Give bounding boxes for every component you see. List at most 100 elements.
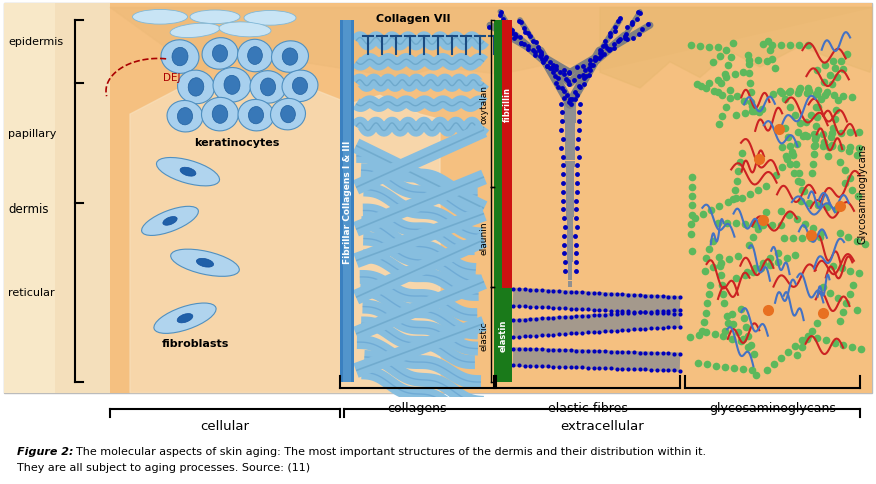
Ellipse shape <box>167 101 203 133</box>
Ellipse shape <box>202 39 238 70</box>
Ellipse shape <box>293 78 307 95</box>
Bar <box>565 155 575 161</box>
Ellipse shape <box>188 78 204 97</box>
Ellipse shape <box>196 259 214 268</box>
Text: They are all subject to aging processes. Source: (11): They are all subject to aging processes.… <box>17 462 310 472</box>
Ellipse shape <box>213 68 251 103</box>
Ellipse shape <box>212 106 228 124</box>
Bar <box>568 256 573 262</box>
Ellipse shape <box>250 72 286 104</box>
Bar <box>564 123 576 130</box>
Text: fibrillin: fibrillin <box>503 87 512 122</box>
Bar <box>567 205 574 212</box>
Text: epidermis: epidermis <box>8 37 63 47</box>
Ellipse shape <box>201 98 238 132</box>
Text: Figure 2:: Figure 2: <box>17 446 74 456</box>
Polygon shape <box>110 8 872 84</box>
Ellipse shape <box>154 303 216 333</box>
Ellipse shape <box>157 158 220 186</box>
Bar <box>568 249 573 256</box>
Bar <box>110 4 872 393</box>
Bar <box>564 105 576 111</box>
Ellipse shape <box>271 99 306 131</box>
Ellipse shape <box>260 79 276 97</box>
Text: elaunin: elaunin <box>479 221 489 255</box>
Ellipse shape <box>171 250 239 277</box>
Bar <box>567 218 574 224</box>
Ellipse shape <box>178 108 193 125</box>
Bar <box>567 243 573 249</box>
Bar <box>565 142 575 149</box>
Bar <box>565 136 576 142</box>
Text: elastic fibres: elastic fibres <box>548 401 628 414</box>
Bar <box>566 174 575 180</box>
Text: reticular: reticular <box>8 287 54 298</box>
Bar <box>566 180 574 186</box>
Bar <box>566 186 574 193</box>
Ellipse shape <box>212 45 228 63</box>
Bar <box>566 199 574 205</box>
Ellipse shape <box>248 47 262 65</box>
Ellipse shape <box>238 100 274 132</box>
Bar <box>567 224 573 230</box>
Bar <box>568 262 572 268</box>
Bar <box>494 21 502 382</box>
Ellipse shape <box>172 48 188 67</box>
Ellipse shape <box>237 40 272 73</box>
Ellipse shape <box>142 207 198 236</box>
Ellipse shape <box>163 217 177 226</box>
Ellipse shape <box>282 71 318 103</box>
Bar <box>564 117 576 123</box>
Ellipse shape <box>177 314 193 323</box>
Bar <box>566 167 575 174</box>
Text: Glycosaminoglycans: Glycosaminoglycans <box>857 143 867 243</box>
Bar <box>565 161 575 167</box>
Ellipse shape <box>180 168 196 177</box>
Text: cellular: cellular <box>201 419 250 432</box>
Ellipse shape <box>249 107 264 124</box>
Text: elastic: elastic <box>479 320 489 350</box>
Bar <box>340 21 354 382</box>
Ellipse shape <box>190 11 240 25</box>
Text: elastin: elastin <box>498 319 507 351</box>
Bar <box>566 193 574 199</box>
Text: collagens: collagens <box>387 401 447 414</box>
Polygon shape <box>130 84 440 393</box>
Text: DEJ: DEJ <box>163 74 180 83</box>
Ellipse shape <box>282 49 298 66</box>
Ellipse shape <box>219 23 271 38</box>
Bar <box>565 149 575 155</box>
Text: keratinocytes: keratinocytes <box>194 138 279 148</box>
Bar <box>343 21 351 382</box>
Bar <box>567 230 573 237</box>
Ellipse shape <box>178 71 215 105</box>
Ellipse shape <box>272 42 308 73</box>
Text: extracellular: extracellular <box>560 419 644 432</box>
Bar <box>494 288 512 382</box>
Ellipse shape <box>170 24 220 38</box>
Bar <box>567 212 574 218</box>
Ellipse shape <box>280 106 295 123</box>
Text: Collagen VII: Collagen VII <box>376 14 450 24</box>
Ellipse shape <box>224 76 240 95</box>
Text: dermis: dermis <box>8 202 48 215</box>
Ellipse shape <box>132 11 187 25</box>
Bar <box>568 274 572 281</box>
Bar <box>565 130 576 136</box>
Bar <box>567 237 573 243</box>
Text: oxytalan: oxytalan <box>479 85 489 124</box>
Text: The molecular aspects of skin aging: The most important structures of the dermis: The molecular aspects of skin aging: The… <box>76 446 706 456</box>
Ellipse shape <box>244 12 296 26</box>
Bar <box>55 4 110 393</box>
Bar <box>564 98 576 105</box>
Text: Fibrillar Collagens I & III: Fibrillar Collagens I & III <box>343 140 351 263</box>
Bar <box>568 281 572 287</box>
Text: glycosaminoglycans: glycosaminoglycans <box>709 401 836 414</box>
Ellipse shape <box>161 41 199 74</box>
Text: fibroblasts: fibroblasts <box>161 338 229 348</box>
Bar <box>502 21 512 382</box>
Bar <box>568 268 572 274</box>
Bar <box>4 4 110 393</box>
Polygon shape <box>600 8 872 89</box>
Bar <box>564 111 576 117</box>
